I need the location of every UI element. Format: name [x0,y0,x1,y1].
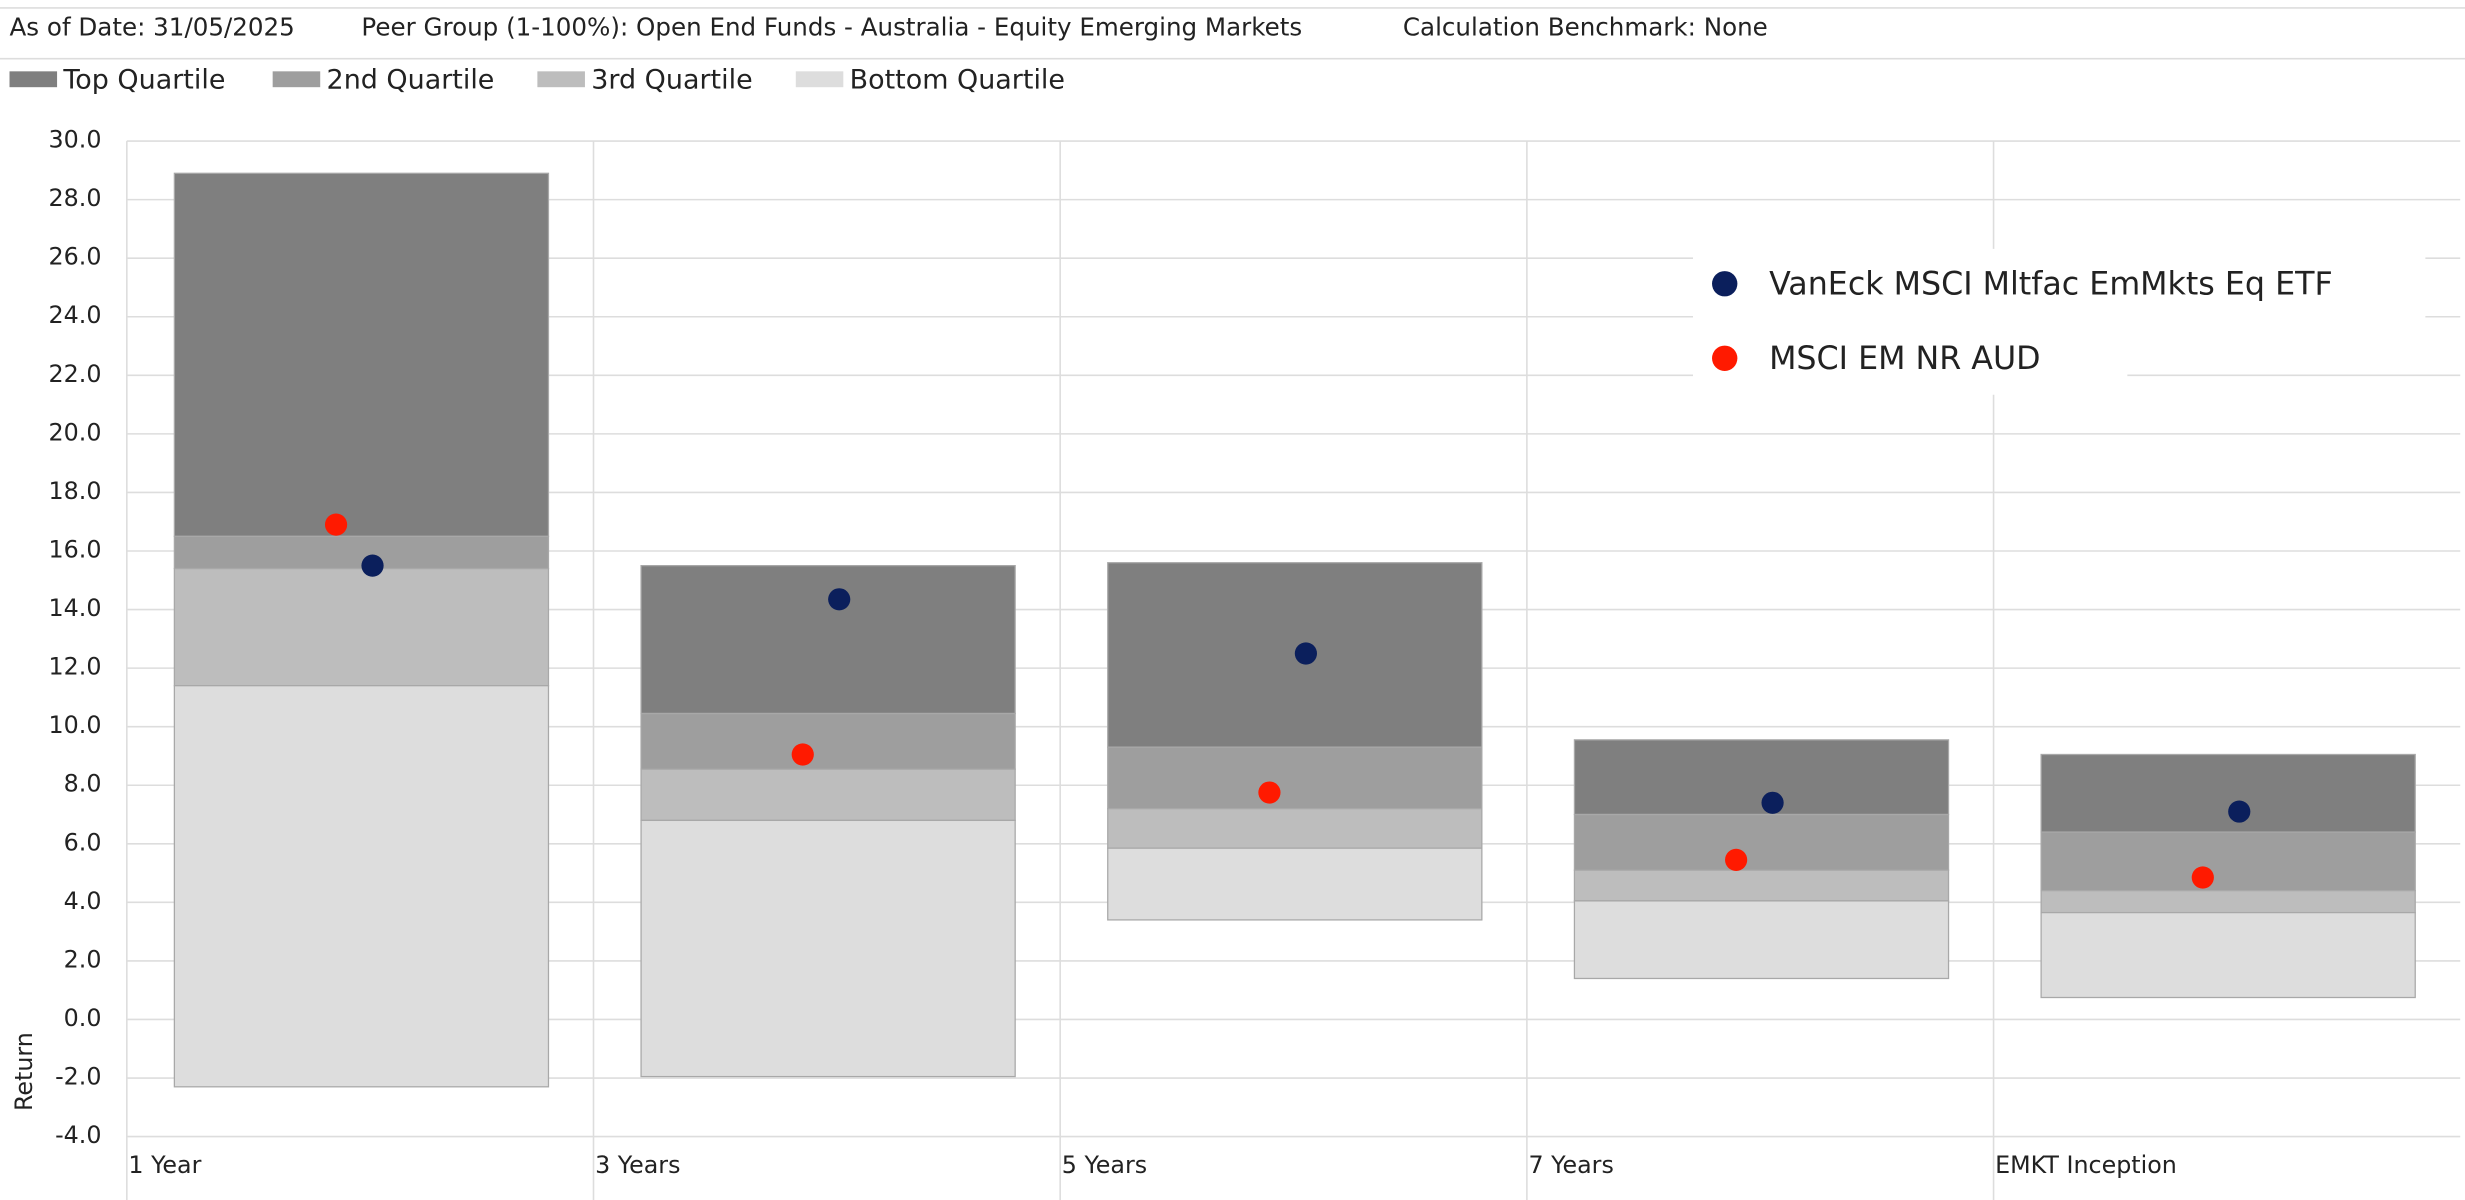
header-item: Peer Group (1-100%): Open End Funds - Au… [361,13,1302,42]
quartile-bar [640,768,1016,822]
y-tick-label: 26.0 [49,243,102,271]
data-point [828,588,851,611]
y-tick-label: 30.0 [49,126,102,154]
legend-label: 3rd Quartile [591,64,752,95]
quartile-bar [1573,813,1950,871]
quartile-bar [1573,869,1950,902]
quartile-bar [1107,562,1483,748]
legend-marker [1712,271,1738,297]
y-tick-label: 28.0 [49,184,102,212]
legend-label: MSCI EM NR AUD [1769,341,2041,377]
legend-marker [1712,345,1738,371]
data-point [1761,791,1784,814]
y-tick-label: 24.0 [49,301,102,329]
legend-label: Bottom Quartile [850,64,1065,95]
y-tick-label: -4.0 [55,1121,101,1149]
data-point [361,554,384,577]
quartile-bar [173,535,550,570]
legend-label: 2nd Quartile [327,64,495,95]
quartile-bar [173,567,550,687]
legend-label: Top Quartile [62,64,225,95]
legend-label: VanEck MSCI Mltfac EmMkts Eq ETF [1769,266,2333,302]
y-tick-label: 20.0 [49,418,102,446]
y-tick-label: 10.0 [49,711,102,739]
data-point [791,743,814,766]
y-tick-label: 8.0 [64,770,102,798]
data-point [1294,642,1317,665]
quartile-bar [173,685,550,1088]
y-tick-label: 6.0 [64,828,102,856]
data-point [324,513,348,536]
x-tick-label: 5 Years [1062,1151,1147,1179]
quartile-bar [1107,746,1483,810]
header-item: Calculation Benchmark: None [1403,13,1768,42]
data-point [1725,848,1748,871]
y-tick-label: 4.0 [64,887,102,915]
quartile-bar [2040,831,2416,892]
quartile-bar [2040,753,2416,833]
quartile-bar [2040,911,2416,999]
y-tick-label: -2.0 [55,1063,101,1091]
legend-swatch [272,71,321,88]
data-point [1258,781,1281,804]
quartile-bar [1107,847,1483,921]
data-point [2228,800,2251,823]
y-tick-label: 12.0 [49,653,102,681]
y-axis-label: Return [10,1032,38,1111]
x-tick-label: 1 Year [128,1151,201,1179]
y-tick-label: 22.0 [49,360,102,388]
quartile-bar [640,819,1016,1078]
quartile-bar [1573,900,1950,980]
y-tick-label: 16.0 [49,535,102,563]
y-tick-label: 2.0 [64,945,102,973]
x-tick-label: 3 Years [595,1151,680,1179]
header-item: As of Date: 31/05/2025 [10,13,295,42]
legend-swatch [795,71,844,88]
legend-box [1693,248,2426,325]
quartile-bar [640,565,1016,715]
y-tick-label: 0.0 [64,1004,102,1032]
x-tick-label: 7 Years [1528,1151,1613,1179]
data-point [2191,866,2214,889]
quartile-bar [173,172,550,537]
legend-swatch [9,71,58,88]
quartile-bar [640,712,1016,770]
quartile-bar [1573,739,1950,816]
quartile-bar [1107,808,1483,849]
quartile-bar [2040,890,2416,914]
x-tick-label: EMKT Inception [1995,1151,2177,1179]
legend-swatch [537,71,585,88]
legend-box [1693,324,2128,395]
y-tick-label: 18.0 [49,477,102,505]
y-tick-label: 14.0 [49,594,102,622]
